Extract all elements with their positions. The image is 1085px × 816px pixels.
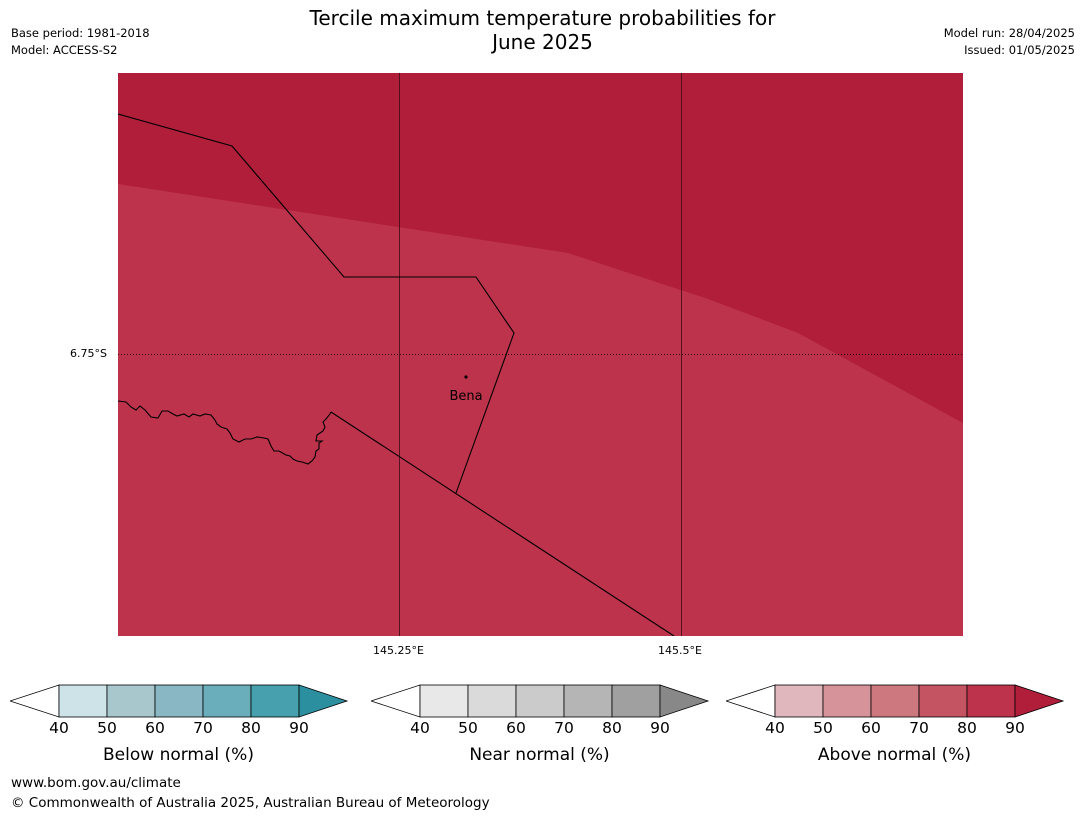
near-tick-40: 40 [410, 719, 430, 737]
above-tick-60: 60 [861, 719, 881, 737]
above-tick-50: 50 [813, 719, 833, 737]
near-bar-segment-3 [515, 684, 565, 718]
map-title: Tercile maximum temperature probabilitie… [0, 6, 1085, 54]
above-bar-segment-5 [966, 684, 1016, 718]
above-bar-segment-3 [870, 684, 920, 718]
above-tick-90: 90 [1005, 719, 1025, 737]
above-bar-extend-high [1014, 684, 1065, 718]
below-tick-60: 60 [145, 719, 165, 737]
below-tick-40: 40 [49, 719, 69, 737]
province-boundary-south [330, 411, 675, 636]
near-bar-segment-5 [611, 684, 661, 718]
below-bar-segment-3 [154, 684, 204, 718]
above-bar-segment-2 [822, 684, 872, 718]
below-bar-segment-2 [106, 684, 156, 718]
near-bar-extend-high [659, 684, 710, 718]
below-tick-80: 80 [241, 719, 261, 737]
title-line-1: Tercile maximum temperature probabilitie… [309, 6, 776, 30]
below-bar-segment-1 [58, 684, 108, 718]
base-period-text: Base period: 1981-2018 [11, 26, 150, 40]
meta-right: Model run: 28/04/2025 Issued: 01/05/2025 [944, 25, 1075, 59]
near-tick-90: 90 [650, 719, 670, 737]
near-tick-80: 80 [602, 719, 622, 737]
above-tick-40: 40 [765, 719, 785, 737]
below-tick-50: 50 [97, 719, 117, 737]
title-line-2: June 2025 [492, 30, 593, 54]
lat-label: 6.75°S [70, 347, 107, 360]
near-normal-label: Near normal (%) [469, 745, 610, 765]
below-normal-label: Below normal (%) [103, 745, 254, 765]
footer-copyright: © Commonwealth of Australia 2025, Austra… [11, 795, 490, 811]
bena-label: Bena [449, 389, 482, 404]
below-tick-70: 70 [193, 719, 213, 737]
below-tick-90: 90 [289, 719, 309, 737]
colorbar-near [371, 684, 710, 718]
near-bar-extend-low [371, 684, 421, 718]
below-bar-extend-low [10, 684, 60, 718]
region-above-90 [118, 73, 963, 423]
near-bar-segment-4 [563, 684, 613, 718]
above-normal-label: Above normal (%) [817, 745, 972, 765]
lon-label-145-5: 145.5°E [658, 644, 702, 657]
colorbar-below [10, 684, 349, 718]
below-bar-extend-high [298, 684, 349, 718]
province-boundary [118, 113, 515, 494]
map-panel[interactable]: Bena [118, 73, 963, 636]
issued-text: Issued: 01/05/2025 [964, 43, 1075, 57]
near-tick-60: 60 [506, 719, 526, 737]
colorbar-above [726, 684, 1065, 718]
near-tick-70: 70 [554, 719, 574, 737]
river-line [118, 400, 332, 465]
near-bar-segment-2 [467, 684, 517, 718]
meta-left: Base period: 1981-2018 Model: ACCESS-S2 [11, 25, 150, 59]
above-tick-80: 80 [957, 719, 977, 737]
below-bar-segment-4 [202, 684, 252, 718]
footer-url[interactable]: www.bom.gov.au/climate [11, 775, 181, 791]
above-bar-segment-1 [774, 684, 824, 718]
model-run-text: Model run: 28/04/2025 [943, 26, 1075, 40]
model-text: Model: ACCESS-S2 [11, 43, 118, 57]
above-bar-segment-4 [918, 684, 968, 718]
near-bar-segment-1 [419, 684, 469, 718]
above-bar-extend-low [726, 684, 776, 718]
below-bar-segment-5 [250, 684, 300, 718]
near-tick-50: 50 [458, 719, 478, 737]
above-tick-70: 70 [909, 719, 929, 737]
bena-marker [464, 375, 468, 379]
lon-label-145-25: 145.25°E [373, 644, 424, 657]
